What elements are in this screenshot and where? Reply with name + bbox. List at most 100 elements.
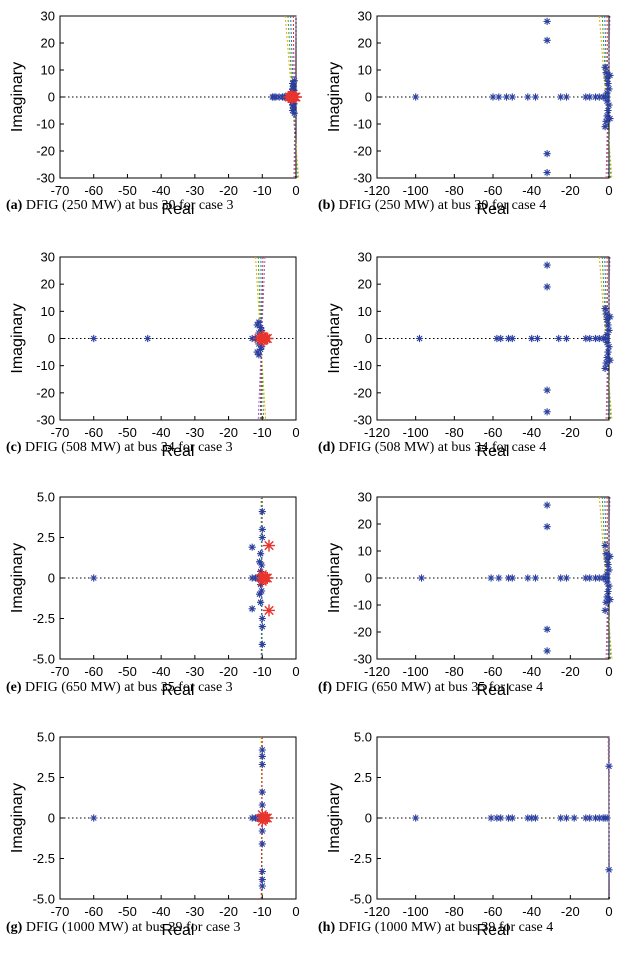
x-tick-label: -80	[445, 904, 464, 919]
x-tick-label: -10	[253, 664, 272, 679]
eigenvalue-point	[258, 827, 266, 835]
eigenvalue-point	[504, 334, 513, 343]
panel-a-chart: -70 -60 -50 -40 -30 -20 -10 0 30 20 10 0 -10 -20 -30 Re…	[9, 9, 302, 218]
eigenvalue-point	[504, 574, 513, 582]
y-tick-label: -30	[36, 171, 55, 186]
y-tick-label: 10	[41, 304, 55, 319]
eigenvalue-point	[606, 552, 614, 560]
eigenvalue-point	[256, 558, 264, 566]
eigenvalue-point	[290, 100, 298, 108]
eigenvalue-point	[487, 574, 495, 582]
x-tick-label: -60	[84, 183, 103, 198]
eigenvalue-point	[602, 359, 610, 367]
panel-d-chart: -120 -100 -80 -60 -40 -20 0 30 20 10 0 -10 -20 -30 Rea…	[326, 250, 614, 460]
eigenvalue-point	[602, 310, 610, 318]
y-tick-label: 2.5	[354, 770, 372, 785]
y-axis-label: Imaginary	[326, 783, 343, 853]
x-tick-label: 0	[605, 904, 612, 919]
eigenvalue-point	[603, 93, 611, 101]
panel-b-chart: -120 -100 -80 -60 -40 -20 0 30 20 10 0 -10 -20 -30 Rea…	[326, 9, 614, 218]
y-axis-label: Imaginary	[9, 783, 26, 853]
eigenvalue-point	[495, 93, 503, 101]
eigenvalue-point	[562, 93, 571, 101]
y-tick-label: 30	[41, 250, 55, 265]
eigenvalue-point	[258, 801, 266, 809]
x-tick-label: -60	[484, 183, 503, 198]
eigenvalue-point	[586, 574, 594, 582]
eigenvalue-point	[582, 574, 590, 582]
eigenvalue-point	[557, 574, 565, 582]
x-tick-label: -60	[84, 425, 103, 440]
eigenvalue-point	[258, 525, 266, 533]
eigenvalue-point-highlight	[261, 572, 274, 584]
eigenvalue-point-highlight	[263, 539, 275, 552]
y-tick-label: -10	[353, 358, 372, 373]
eigenvalue-point	[586, 334, 594, 343]
eigenvalue-point	[603, 555, 611, 563]
y-tick-label: 10	[358, 304, 372, 319]
caption-text: DFIG (250 MW) at bus 30 for case 4	[335, 198, 547, 213]
y-tick-label: 0	[365, 331, 372, 346]
eigenvalue-point	[495, 574, 503, 582]
caption-text: DFIG (508 MW) at bus 34 for case 3	[21, 440, 233, 455]
caption-text: DFIG (250 MW) at bus 30 for case 3	[22, 198, 234, 213]
x-axis-label: Real	[162, 201, 195, 218]
panel-f-caption: (f) DFIG (650 MW) at bus 35 for case 4	[318, 680, 543, 696]
eigenvalue-point	[591, 93, 600, 101]
eigenvalue-point	[555, 334, 563, 343]
x-axis-label: Real	[477, 443, 510, 460]
eigenvalue-point	[601, 63, 609, 71]
eigenvalue-point	[258, 614, 266, 623]
x-tick-label: -70	[51, 425, 70, 440]
panel-g-chart: -70 -60 -50 -40 -30 -20 -10 0 5.0 2.5 0 -2.5 -5.0 Rea…	[9, 730, 300, 940]
eigenvalue-point	[604, 321, 612, 329]
caption-text: DFIG (650 MW) at bus 35 for case 3	[21, 680, 233, 695]
eigenvalue-point	[255, 351, 263, 359]
eigenvalue-point	[531, 574, 540, 582]
eigenvalue-point	[543, 169, 551, 177]
eigenvalue-point	[508, 334, 516, 343]
y-tick-label: 2.5	[37, 530, 55, 545]
eigenvalue-point	[90, 574, 98, 582]
x-tick-label: 0	[292, 183, 299, 198]
eigenvalue-point	[257, 567, 265, 576]
caption-text: DFIG (508 MW) at bus 34 for case 4	[335, 440, 547, 455]
x-tick-label: -20	[219, 183, 238, 198]
y-tick-label: 10	[41, 63, 55, 78]
eigenvalue-point-highlight	[286, 92, 298, 105]
y-tick-label: 0	[48, 331, 55, 346]
panel-e-chart: -70 -60 -50 -40 -30 -20 -10 0 5.0 2.5 0 -2.5 -5.0 Rea…	[9, 490, 300, 700]
eigenvalue-point	[290, 77, 298, 85]
eigenvalue-point	[493, 814, 501, 822]
x-tick-label: -40	[522, 183, 541, 198]
eigenvalue-point	[508, 93, 516, 101]
caption-letter: (h)	[318, 920, 336, 935]
y-tick-label: -20	[353, 385, 372, 400]
eigenvalue-point	[289, 104, 297, 112]
panel-h-chart: -120 -100 -80 -60 -40 -20 0 5.0 2.5 0 -2.5 -5.0 Real…	[326, 730, 613, 940]
eigenvalue-point	[595, 334, 603, 343]
y-axis-label: Imaginary	[9, 303, 26, 373]
x-tick-label: -20	[219, 904, 238, 919]
y-tick-label: 5.0	[37, 730, 55, 745]
caption-letter: (b)	[318, 198, 336, 213]
eigenvalue-point-highlight	[256, 568, 269, 581]
eigenvalue-point	[412, 814, 420, 822]
eigenvalue-point	[603, 814, 611, 822]
eigenvalue-point-highlight	[263, 604, 275, 617]
eigenvalue-point	[601, 305, 609, 313]
y-tick-label: -5.0	[33, 892, 55, 907]
eigenvalue-point	[289, 82, 297, 90]
y-tick-label: 20	[358, 36, 372, 51]
y-tick-label: -20	[353, 144, 372, 159]
x-tick-label: -50	[118, 664, 137, 679]
eigenvalue-point	[543, 150, 551, 158]
x-tick-label: -60	[484, 664, 503, 679]
eigenvalue-point	[543, 625, 551, 633]
x-tick-label: -40	[152, 183, 171, 198]
x-tick-label: -60	[484, 425, 503, 440]
eigenvalue-point	[604, 106, 612, 115]
eigenvalue-point	[543, 36, 551, 44]
y-tick-label: -30	[353, 413, 372, 428]
x-axis-label: Real	[162, 922, 195, 939]
